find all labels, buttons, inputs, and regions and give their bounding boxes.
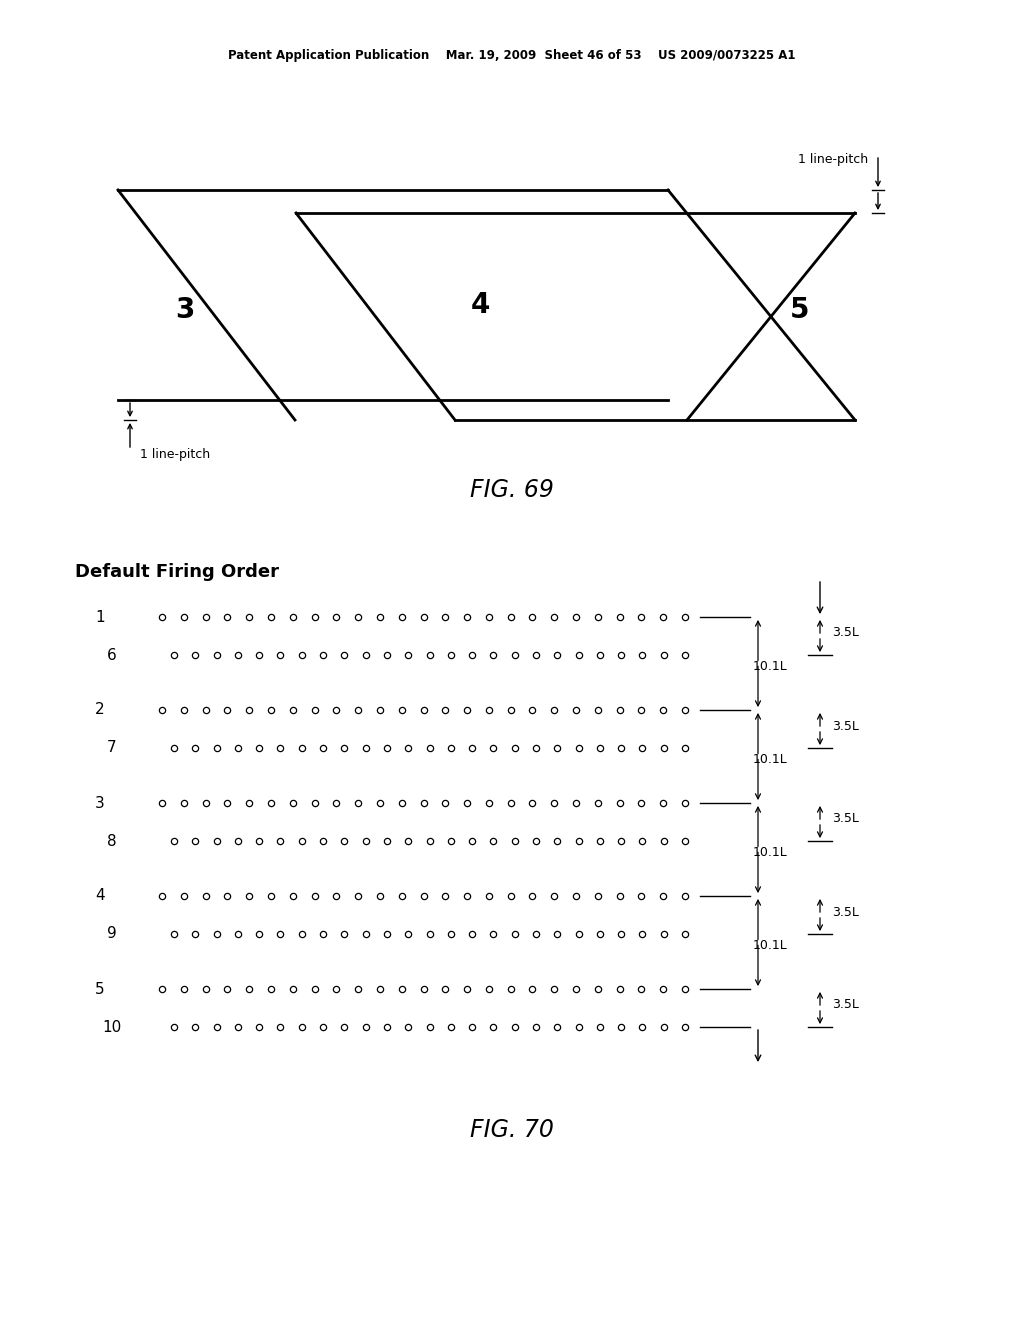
Text: 3.5L: 3.5L: [831, 998, 859, 1011]
Text: 3: 3: [175, 296, 195, 323]
Text: 10.1L: 10.1L: [753, 939, 787, 952]
Text: 1 line-pitch: 1 line-pitch: [798, 153, 868, 166]
Text: 10.1L: 10.1L: [753, 660, 787, 673]
Text: 10: 10: [102, 1019, 122, 1035]
Text: 2: 2: [95, 702, 104, 718]
Text: Default Firing Order: Default Firing Order: [75, 564, 279, 581]
Text: 3.5L: 3.5L: [831, 906, 859, 919]
Text: 8: 8: [108, 833, 117, 849]
Text: 4: 4: [95, 888, 104, 903]
Text: 9: 9: [108, 927, 117, 941]
Text: 1: 1: [95, 610, 104, 624]
Text: 10.1L: 10.1L: [753, 846, 787, 859]
Text: 5: 5: [95, 982, 104, 997]
Text: 4: 4: [470, 290, 489, 319]
Text: 1 line-pitch: 1 line-pitch: [140, 447, 210, 461]
Text: 3.5L: 3.5L: [831, 719, 859, 733]
Text: FIG. 69: FIG. 69: [470, 478, 554, 502]
Text: 5: 5: [791, 296, 810, 323]
Text: 6: 6: [108, 648, 117, 663]
Text: FIG. 70: FIG. 70: [470, 1118, 554, 1142]
Text: 7: 7: [108, 741, 117, 755]
Text: Patent Application Publication    Mar. 19, 2009  Sheet 46 of 53    US 2009/00732: Patent Application Publication Mar. 19, …: [228, 49, 796, 62]
Text: 10.1L: 10.1L: [753, 752, 787, 766]
Text: 3: 3: [95, 796, 104, 810]
Text: 3.5L: 3.5L: [831, 813, 859, 825]
Text: 3.5L: 3.5L: [831, 627, 859, 639]
